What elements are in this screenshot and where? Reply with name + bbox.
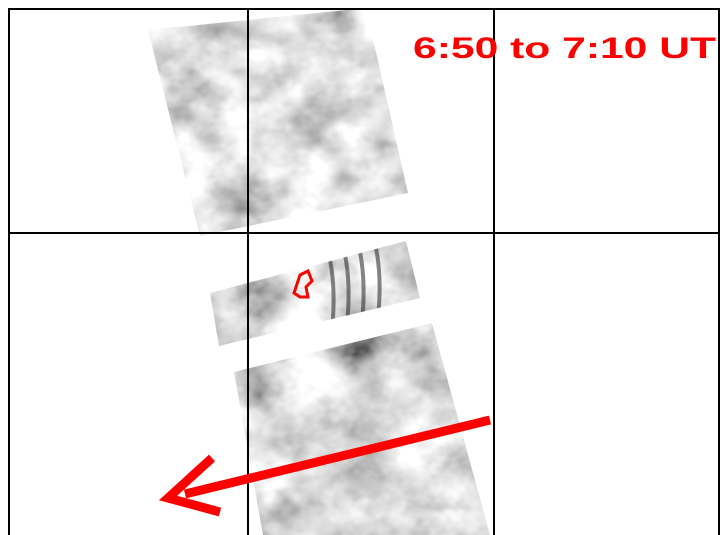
image-swath-middle (205, 235, 425, 350)
imagery-panel: 6:50 to 7:10 UT (0, 0, 728, 535)
image-swath-top (140, 0, 420, 240)
time-range-label: 6:50 to 7:10 UT (413, 32, 716, 65)
